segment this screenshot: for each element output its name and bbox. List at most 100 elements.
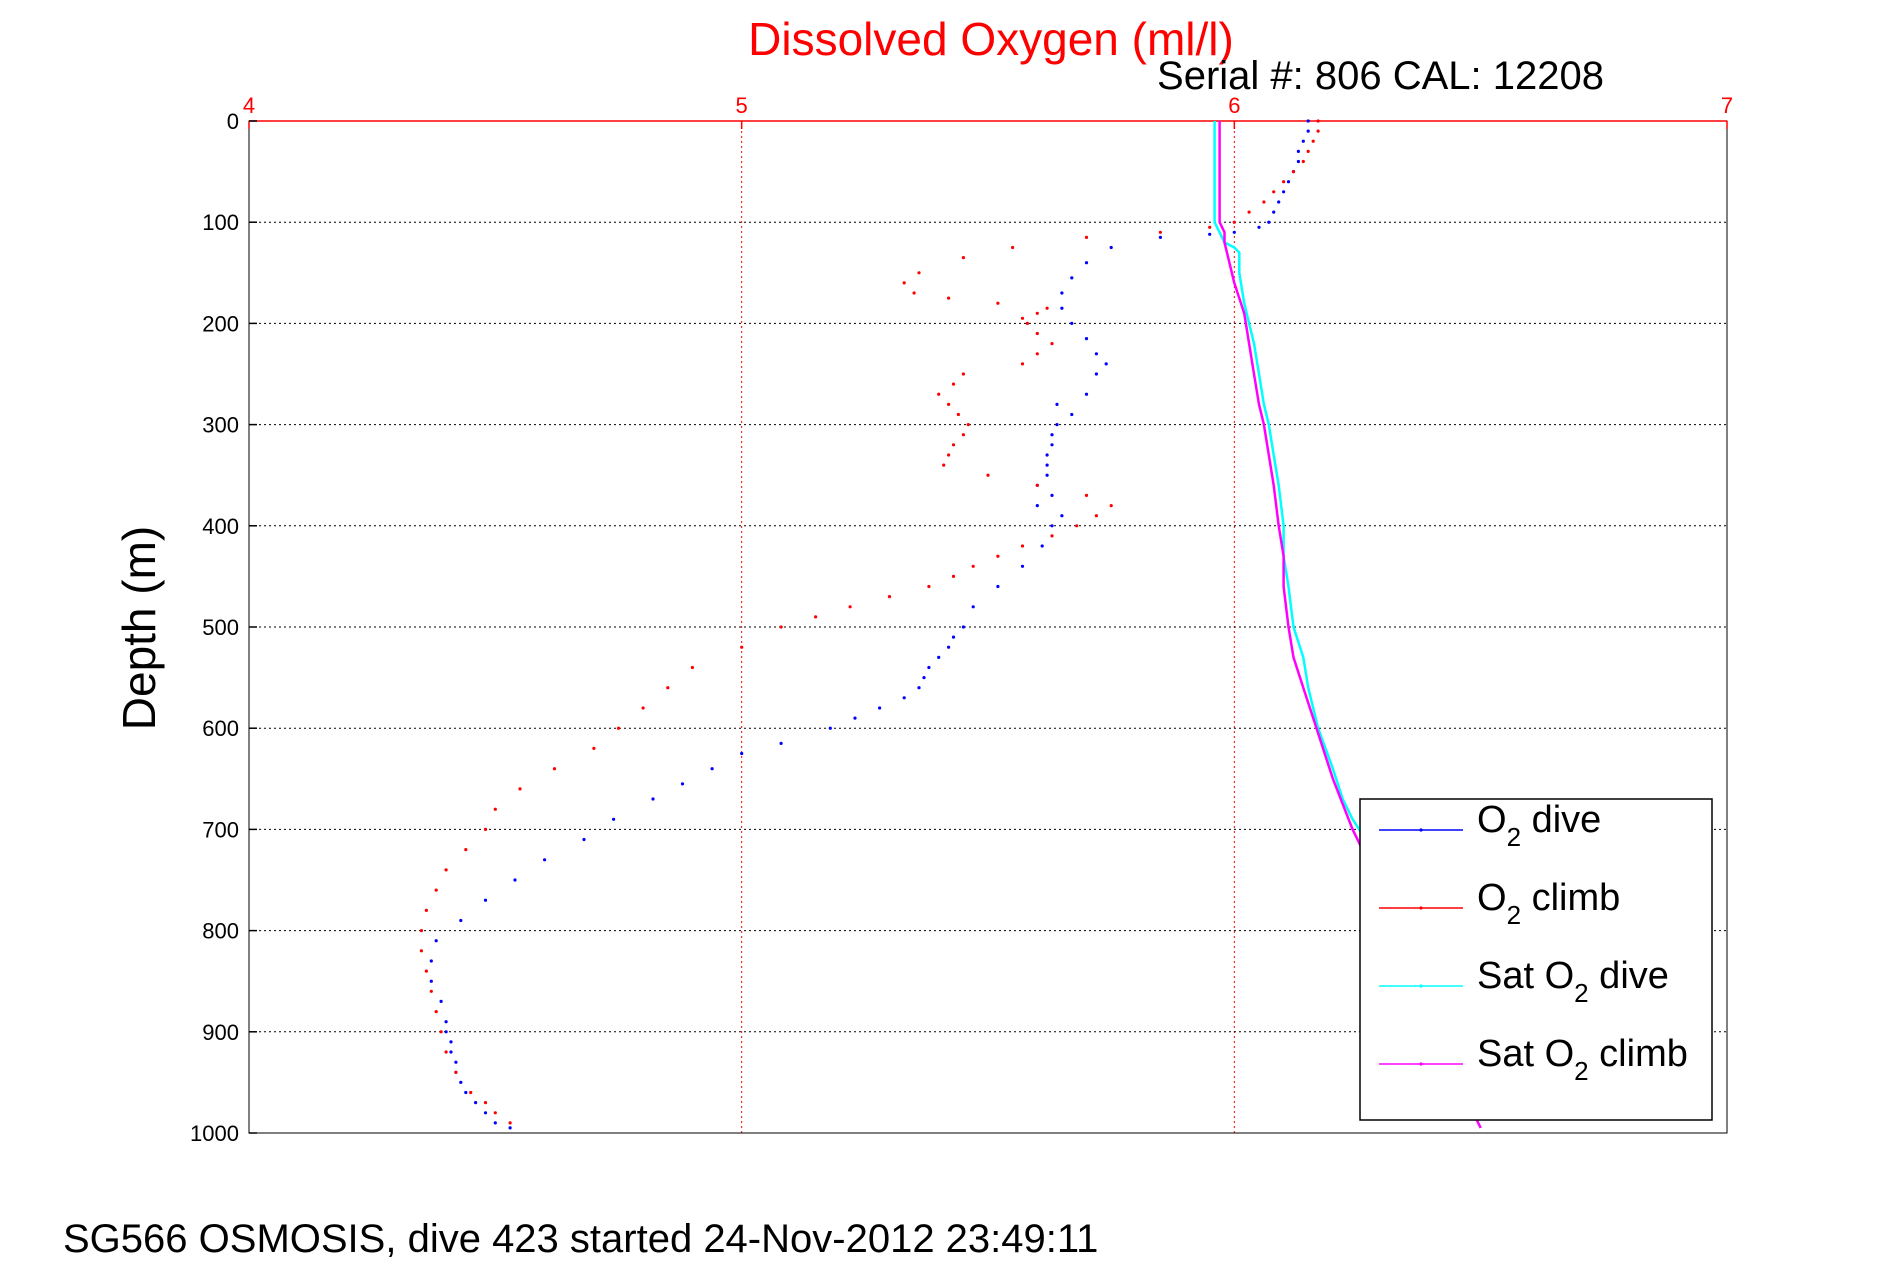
data-point (1050, 443, 1054, 447)
data-point (951, 443, 956, 447)
data-point (1045, 473, 1049, 477)
data-point (1301, 139, 1305, 143)
data-point (439, 999, 443, 1004)
data-point (1272, 190, 1276, 194)
data-point (1158, 235, 1162, 239)
data-point (1232, 220, 1236, 224)
y-axis-label: Depth (m) (113, 526, 165, 730)
legend: O2 dive O2 climb Sat O2 dive Sat O2 climb (1359, 798, 1713, 1121)
data-point (814, 615, 818, 619)
data-point (1291, 170, 1296, 174)
data-point (937, 655, 941, 660)
data-point (424, 908, 428, 913)
data-point (996, 301, 1000, 305)
data-point (1045, 306, 1049, 310)
data-point (651, 797, 655, 801)
data-point (1084, 261, 1089, 265)
data-point (947, 296, 951, 300)
x-tick-label: 5 (736, 93, 748, 118)
data-point (927, 665, 931, 670)
data-point (1094, 514, 1098, 518)
data-point (434, 1010, 438, 1014)
data-point (996, 554, 1000, 558)
data-point (1020, 316, 1025, 320)
series-sat-o2-dive (1213, 121, 1369, 846)
data-point (942, 463, 946, 467)
data-point (454, 1060, 458, 1064)
y-tick-label: 400 (202, 514, 239, 539)
data-point (1084, 493, 1089, 497)
data-point (1050, 493, 1054, 497)
data-point (1232, 230, 1236, 234)
data-point (1035, 311, 1039, 315)
data-point (947, 402, 951, 406)
data-point (1050, 342, 1054, 346)
data-point (552, 767, 557, 771)
data-point (986, 473, 990, 477)
data-point (444, 868, 448, 872)
y-tick-label: 800 (202, 919, 239, 944)
data-point (1109, 245, 1113, 250)
data-point (961, 433, 966, 437)
data-point (508, 1121, 512, 1125)
x-tick-label: 7 (1721, 93, 1733, 118)
data-point (887, 595, 892, 599)
legend-label: Sat O2 climb (1477, 1033, 1688, 1086)
data-point (1084, 235, 1089, 239)
data-point (917, 271, 921, 275)
data-point (1262, 200, 1266, 204)
data-point (690, 665, 695, 670)
data-point (1055, 423, 1059, 427)
data-point (1272, 210, 1276, 214)
data-point (1282, 180, 1286, 184)
data-point (464, 1090, 468, 1095)
legend-label: Sat O2 dive (1477, 955, 1669, 1008)
data-point (459, 918, 463, 923)
series-sat-o2-climb (1218, 121, 1369, 861)
x-tick-label: 6 (1228, 93, 1240, 118)
data-point (966, 423, 970, 427)
y-tick-label: 1000 (190, 1121, 239, 1146)
data-point (513, 878, 517, 882)
data-point (947, 645, 951, 649)
data-point (956, 412, 961, 417)
data-point (444, 1050, 448, 1054)
y-tick-label: 300 (202, 413, 239, 438)
data-point (1257, 225, 1261, 229)
data-point (483, 1101, 488, 1105)
data-point (1094, 372, 1098, 376)
data-point (493, 1111, 497, 1115)
data-point (1208, 225, 1212, 229)
data-point (1070, 412, 1074, 417)
data-point (1109, 504, 1113, 508)
data-point (1306, 119, 1310, 123)
data-point (680, 782, 685, 786)
data-point (439, 1030, 443, 1034)
data-point (971, 605, 975, 609)
data-point (429, 989, 433, 993)
data-point (1050, 433, 1054, 437)
legend-entry: Sat O2 dive (1379, 955, 1669, 1008)
data-point (469, 1090, 473, 1095)
data-point (1267, 220, 1271, 224)
data-point (937, 392, 941, 396)
y-tick-label: 600 (202, 716, 239, 741)
data-point (459, 1080, 463, 1084)
data-point (1208, 232, 1212, 236)
data-point (1311, 139, 1315, 143)
data-point (1050, 524, 1054, 528)
data-point (641, 706, 645, 710)
data-point (971, 564, 975, 568)
data-point (449, 1040, 453, 1044)
data-point (1050, 534, 1054, 538)
data-point (1296, 159, 1300, 164)
data-point (1020, 544, 1025, 548)
data-point (828, 726, 832, 730)
data-point (961, 372, 966, 376)
legend-entry: Sat O2 climb (1379, 1033, 1688, 1086)
series-o2-climb (419, 119, 1320, 1125)
data-point (878, 706, 882, 710)
data-point (902, 696, 906, 700)
y-tick-label: 900 (202, 1020, 239, 1045)
